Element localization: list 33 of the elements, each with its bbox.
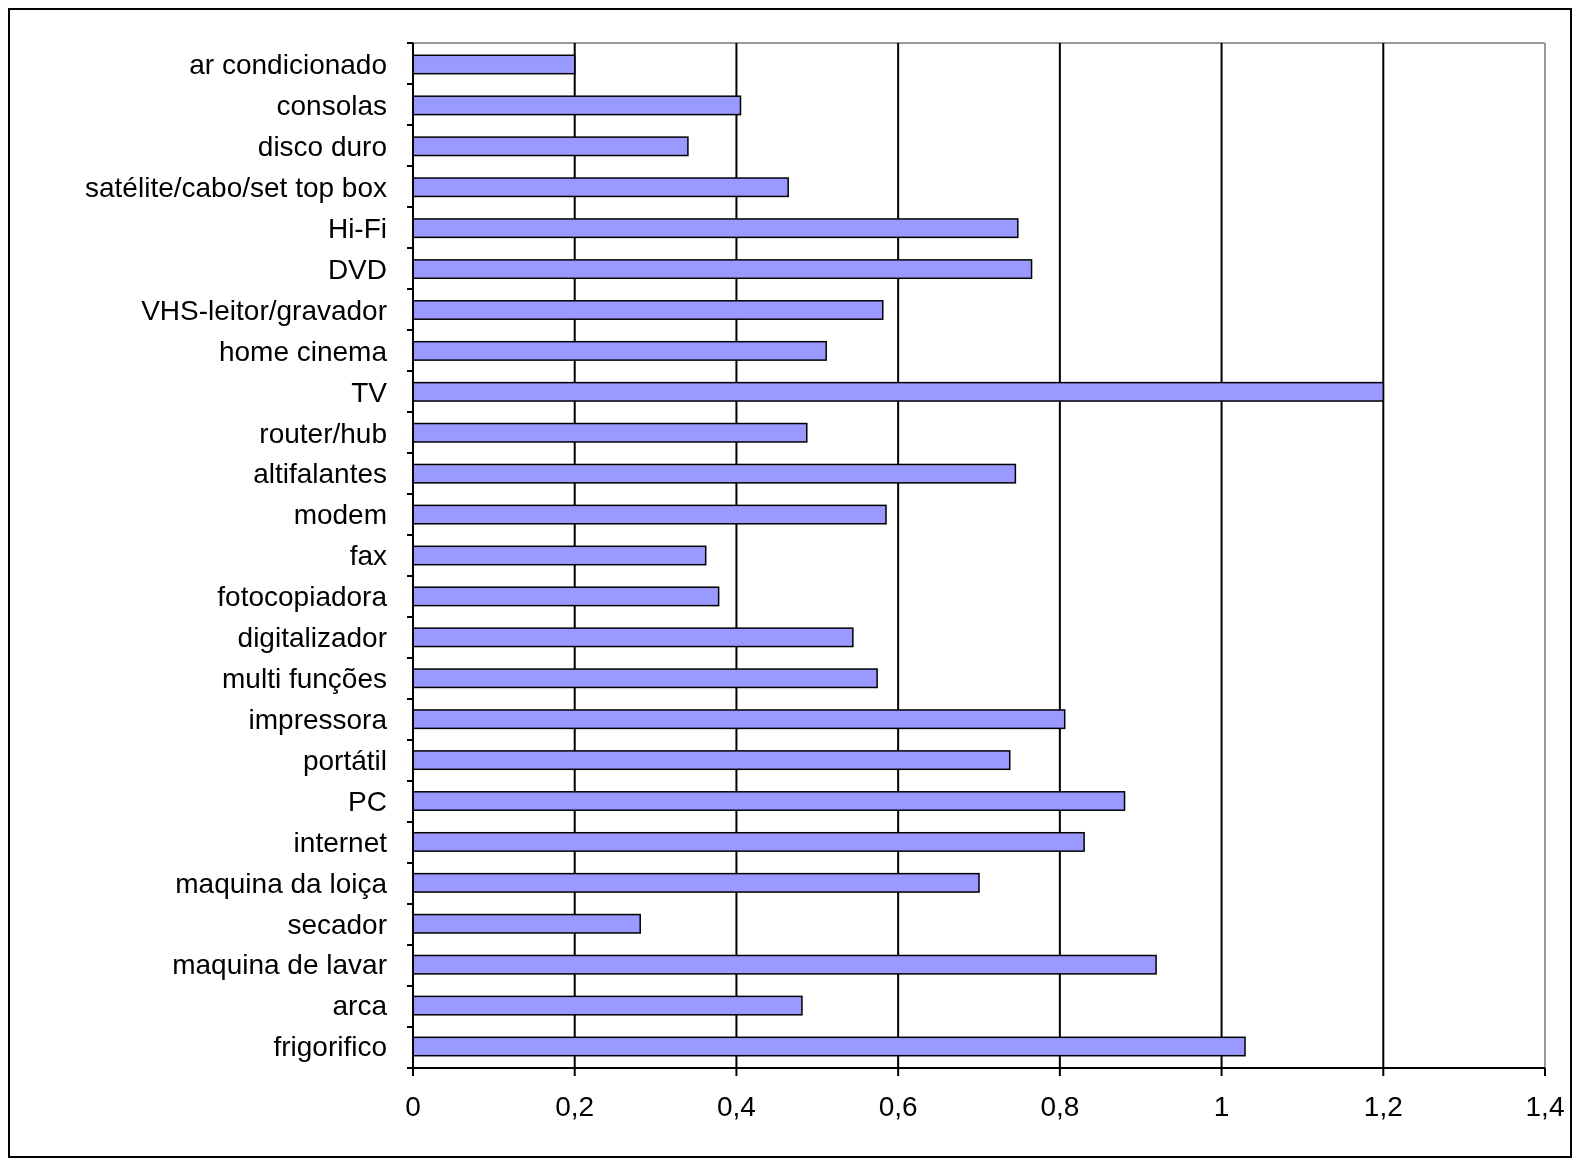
y-tick-label: PC: [348, 785, 387, 817]
y-tick-label: fotocopiadora: [217, 581, 388, 613]
y-tick-label: satélite/cabo/set top box: [85, 172, 387, 204]
y-tick-label: ar condicionado: [189, 49, 387, 81]
x-tick-label: 1: [1213, 1091, 1230, 1122]
x-tick-label: 0,6: [878, 1091, 918, 1122]
y-tick-label: internet: [293, 826, 388, 858]
y-tick-label: router/hub: [259, 417, 387, 449]
x-tick-label: 0: [405, 1091, 421, 1122]
y-tick-label: TV: [351, 376, 388, 408]
x-tick-label: 0,8: [1040, 1091, 1080, 1122]
y-tick-label: fax: [349, 540, 387, 572]
y-tick-label: multi funções: [222, 663, 387, 695]
y-tick-label: Hi-Fi: [327, 212, 387, 244]
y-tick-label: impressora: [248, 703, 388, 735]
y-tick-label: secador: [287, 908, 387, 940]
x-tick-label: 0,2: [555, 1091, 595, 1122]
y-tick-label: frigorifico: [273, 1031, 387, 1063]
x-tick-label: 1,4: [1525, 1091, 1565, 1122]
y-tick-label: disco duro: [257, 131, 387, 163]
y-tick-label: maquina da loiça: [175, 867, 388, 899]
y-tick-label: DVD: [327, 253, 387, 285]
y-tick-label: home cinema: [218, 335, 388, 367]
y-tick-label: altifalantes: [253, 458, 387, 490]
y-tick-label: consolas: [276, 90, 387, 122]
y-tick-label: digitalizador: [237, 622, 387, 654]
y-tick-label: modem: [293, 499, 387, 531]
x-tick-label: 1,2: [1363, 1091, 1403, 1122]
y-tick-label: VHS-leitor/gravador: [141, 294, 387, 326]
y-tick-label: portátil: [302, 744, 387, 776]
x-tick-label: 0,4: [716, 1091, 756, 1122]
y-tick-label: maquina de lavar: [172, 949, 387, 981]
y-tick-label: arca: [332, 990, 388, 1022]
